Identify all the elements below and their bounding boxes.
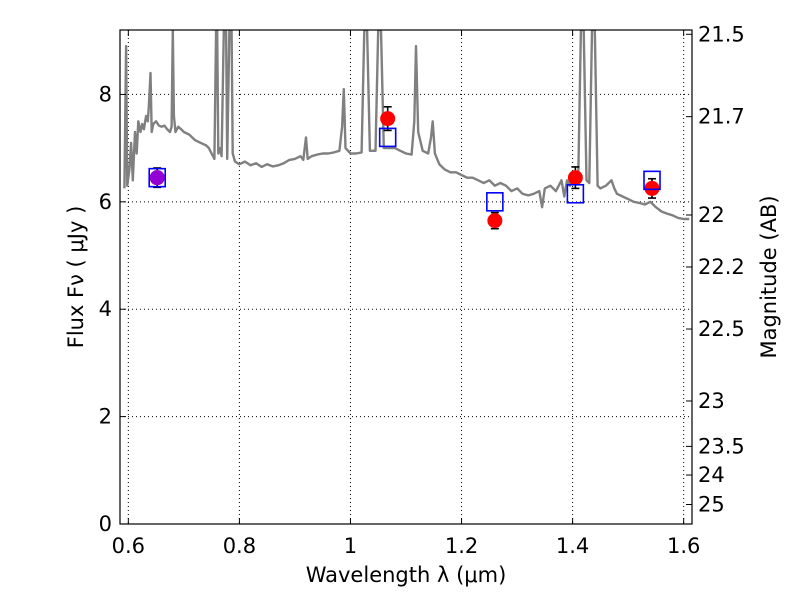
grid-lines (120, 30, 692, 525)
y-tick-label: 4 (99, 297, 112, 321)
x-tick-label: 1.4 (556, 534, 589, 558)
right-tick-label: 23 (698, 389, 725, 413)
right-tick-label: 22 (698, 203, 725, 227)
y-tick-label: 8 (99, 82, 112, 106)
x-tick-label: 1.6 (667, 534, 700, 558)
model-square-marker (566, 183, 585, 204)
plot-frame (119, 29, 693, 525)
model-square-marker (148, 167, 167, 188)
right-tick-label: 23.5 (698, 434, 745, 458)
axis-ticks: 0.6 0.8 1 1.2 1.4 1.60246821.521.72222.222.52… (99, 22, 745, 558)
x-axis-label: Wavelength λ (μm) (306, 563, 507, 587)
right-tick-label: 24 (698, 463, 725, 487)
right-tick-label: 22.5 (698, 317, 745, 341)
x-tick-label: 0.8 (223, 534, 256, 558)
observed-point (149, 170, 165, 186)
y-tick-label: 2 (99, 405, 112, 429)
x-tick-label: 1 (344, 534, 357, 558)
y-tick-label: 6 (99, 190, 112, 214)
right-tick-label: 22.2 (698, 255, 745, 279)
observed-point (567, 170, 583, 186)
observed-point (487, 213, 503, 229)
observed-point (644, 180, 660, 196)
model-square-marker (486, 192, 504, 212)
model-square-marker (378, 127, 397, 148)
right-tick-label: 21.7 (698, 105, 745, 129)
spectrum-line (123, 30, 690, 221)
right-axis-label: Magnitude (AB) (757, 195, 781, 358)
x-tick-label: 0.6 (112, 534, 145, 558)
y-axis-label: Flux Fν ( μJy ) (64, 206, 88, 349)
right-tick-label: 21.5 (698, 22, 745, 46)
x-tick-label: 1.2 (445, 534, 478, 558)
plot-area (123, 30, 690, 230)
observed-point (380, 111, 396, 127)
y-tick-label: 0 (99, 512, 112, 536)
model-square-marker (643, 170, 661, 191)
right-tick-label: 25 (698, 493, 725, 517)
